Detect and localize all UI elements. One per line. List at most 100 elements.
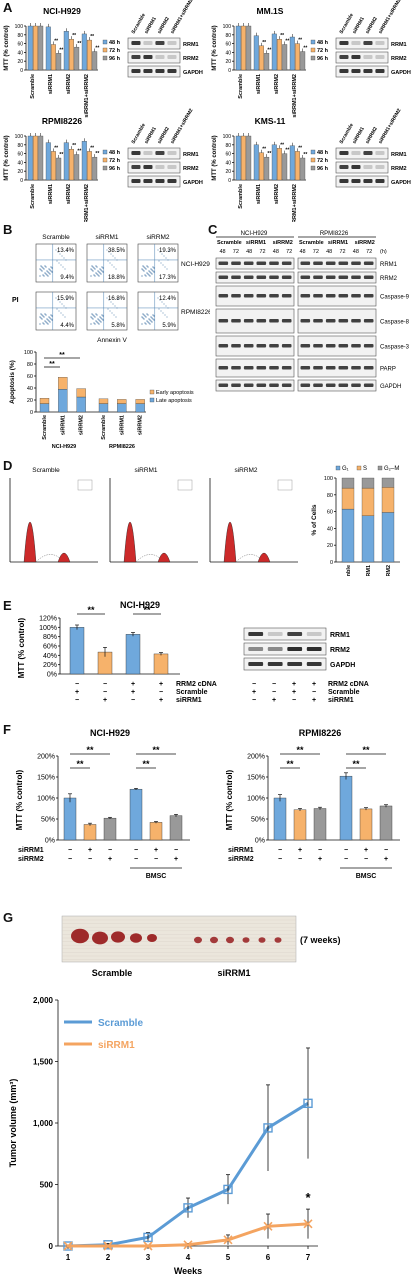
histogram-title: siRRM2 xyxy=(234,467,257,474)
flow-event-dot xyxy=(42,274,44,276)
flow-event-dot xyxy=(151,321,153,323)
blot-band xyxy=(306,647,322,651)
bmsc-label: BMSC xyxy=(146,873,167,880)
blot-band xyxy=(155,179,165,183)
flow-event-dot xyxy=(39,275,41,277)
bar xyxy=(56,157,62,181)
blot-strip xyxy=(335,65,389,78)
flow-event-dot xyxy=(114,257,116,259)
y-tick-label: 20 xyxy=(327,543,333,549)
condition-sign: − xyxy=(88,856,92,863)
flow-event-dot xyxy=(113,266,115,268)
bar xyxy=(27,25,33,71)
condition-sign: − xyxy=(344,847,348,854)
y-tick-label: 100 xyxy=(223,134,232,140)
flow-event-dot xyxy=(153,271,155,273)
condition-sign: + xyxy=(384,856,388,863)
significance-mark: ** xyxy=(303,152,307,158)
x-tick-label: siRRM1 xyxy=(256,74,262,94)
early-apoptosis-bar xyxy=(98,398,109,404)
blot-condition-sign: − xyxy=(272,689,276,696)
blot-band xyxy=(306,662,322,666)
flow-event-dot xyxy=(50,270,52,272)
flow-event-dot xyxy=(143,270,145,272)
blot-band xyxy=(281,294,292,298)
blot-band xyxy=(256,319,267,323)
x-tick-label: siRRM2 xyxy=(79,415,85,435)
blot-strip xyxy=(297,285,377,307)
flow-event-dot xyxy=(163,255,165,257)
x-tick-label: Scramble xyxy=(346,565,352,576)
mtt-bar xyxy=(169,815,183,841)
blot-band xyxy=(131,69,141,73)
flow-event-dot xyxy=(91,313,93,315)
flow-event-dot xyxy=(66,298,68,300)
flow-event-dot xyxy=(55,297,57,299)
bar xyxy=(235,25,241,71)
y-tick-label: 100 xyxy=(15,24,24,30)
subplot-title: RPMI8226 xyxy=(42,116,82,126)
flow-event-dot xyxy=(92,270,94,272)
legend-label: 72 h xyxy=(317,158,329,164)
flow-event-dot xyxy=(144,315,146,317)
flow-event-dot xyxy=(58,310,60,312)
condition-sign: − xyxy=(154,856,158,863)
s-phase-curve xyxy=(35,554,63,563)
flow-event-dot xyxy=(94,268,96,270)
blot-band xyxy=(339,69,349,73)
flow-event-dot xyxy=(50,314,52,316)
blot-band xyxy=(218,275,229,279)
condition-label: Scramble xyxy=(176,689,208,696)
blot-band xyxy=(267,647,283,651)
blot-band xyxy=(338,275,349,279)
blot-band xyxy=(351,294,361,298)
blot-band xyxy=(143,151,153,155)
legend-swatch xyxy=(310,165,316,171)
flow-event-dot xyxy=(46,274,48,276)
significance-mark: ** xyxy=(90,34,94,40)
blot-band xyxy=(363,69,373,73)
flow-event-dot xyxy=(107,260,109,262)
x-tick-label: 6 xyxy=(266,1253,271,1262)
flow-event-dot xyxy=(108,299,110,301)
blot-band xyxy=(281,366,292,370)
blot-band xyxy=(281,344,292,348)
quadrant-lower-right: 18.8% xyxy=(108,275,126,281)
time-label: 48 xyxy=(353,249,359,255)
blot-band xyxy=(281,275,292,279)
y-tick-label: 1,500 xyxy=(33,1058,54,1067)
x-tick-label: Scramble xyxy=(42,415,48,440)
blot-band xyxy=(363,294,374,298)
flow-event-dot xyxy=(95,272,97,274)
blot-row-label: RRM1 xyxy=(391,42,407,48)
blot-condition-sign: + xyxy=(292,681,296,688)
condition-sign: + xyxy=(108,856,112,863)
flow-event-dot xyxy=(39,323,41,325)
legend-label: Scramble xyxy=(98,1018,143,1029)
group-label: RPMI8226 xyxy=(320,231,349,237)
y-tick-label: 0 xyxy=(20,68,23,74)
blot-band xyxy=(300,261,311,265)
condition-label: siRRM1 xyxy=(176,697,202,704)
quadrant-upper-right: 16.8% xyxy=(108,296,126,302)
time-label: 72 xyxy=(313,249,319,255)
blot-lane-label: siRRM1+siRRM2 xyxy=(378,108,403,145)
tumor-scramble xyxy=(111,931,125,943)
flow-event-dot xyxy=(97,274,99,276)
data-point-x xyxy=(63,1241,73,1251)
x-tick-label: siRRM1 xyxy=(48,74,54,94)
blot-band xyxy=(143,41,153,45)
blot-row-label: RRM1 xyxy=(183,152,199,158)
x-tick-label: siRRM1+siRRM2 xyxy=(292,184,298,222)
flow-event-dot xyxy=(93,315,95,317)
early-apoptosis-bar xyxy=(117,399,127,404)
y-axis-label: MTT (% control) xyxy=(212,25,218,70)
flow-event-dot xyxy=(98,275,100,277)
mtt-bar xyxy=(359,808,373,841)
y-tick-label: 60 xyxy=(225,152,231,158)
flow-event-dot xyxy=(163,303,165,305)
mtt-bar xyxy=(83,824,97,841)
blot-band xyxy=(363,275,374,279)
significance-mark: ** xyxy=(262,40,266,46)
histogram-legend xyxy=(177,479,193,491)
